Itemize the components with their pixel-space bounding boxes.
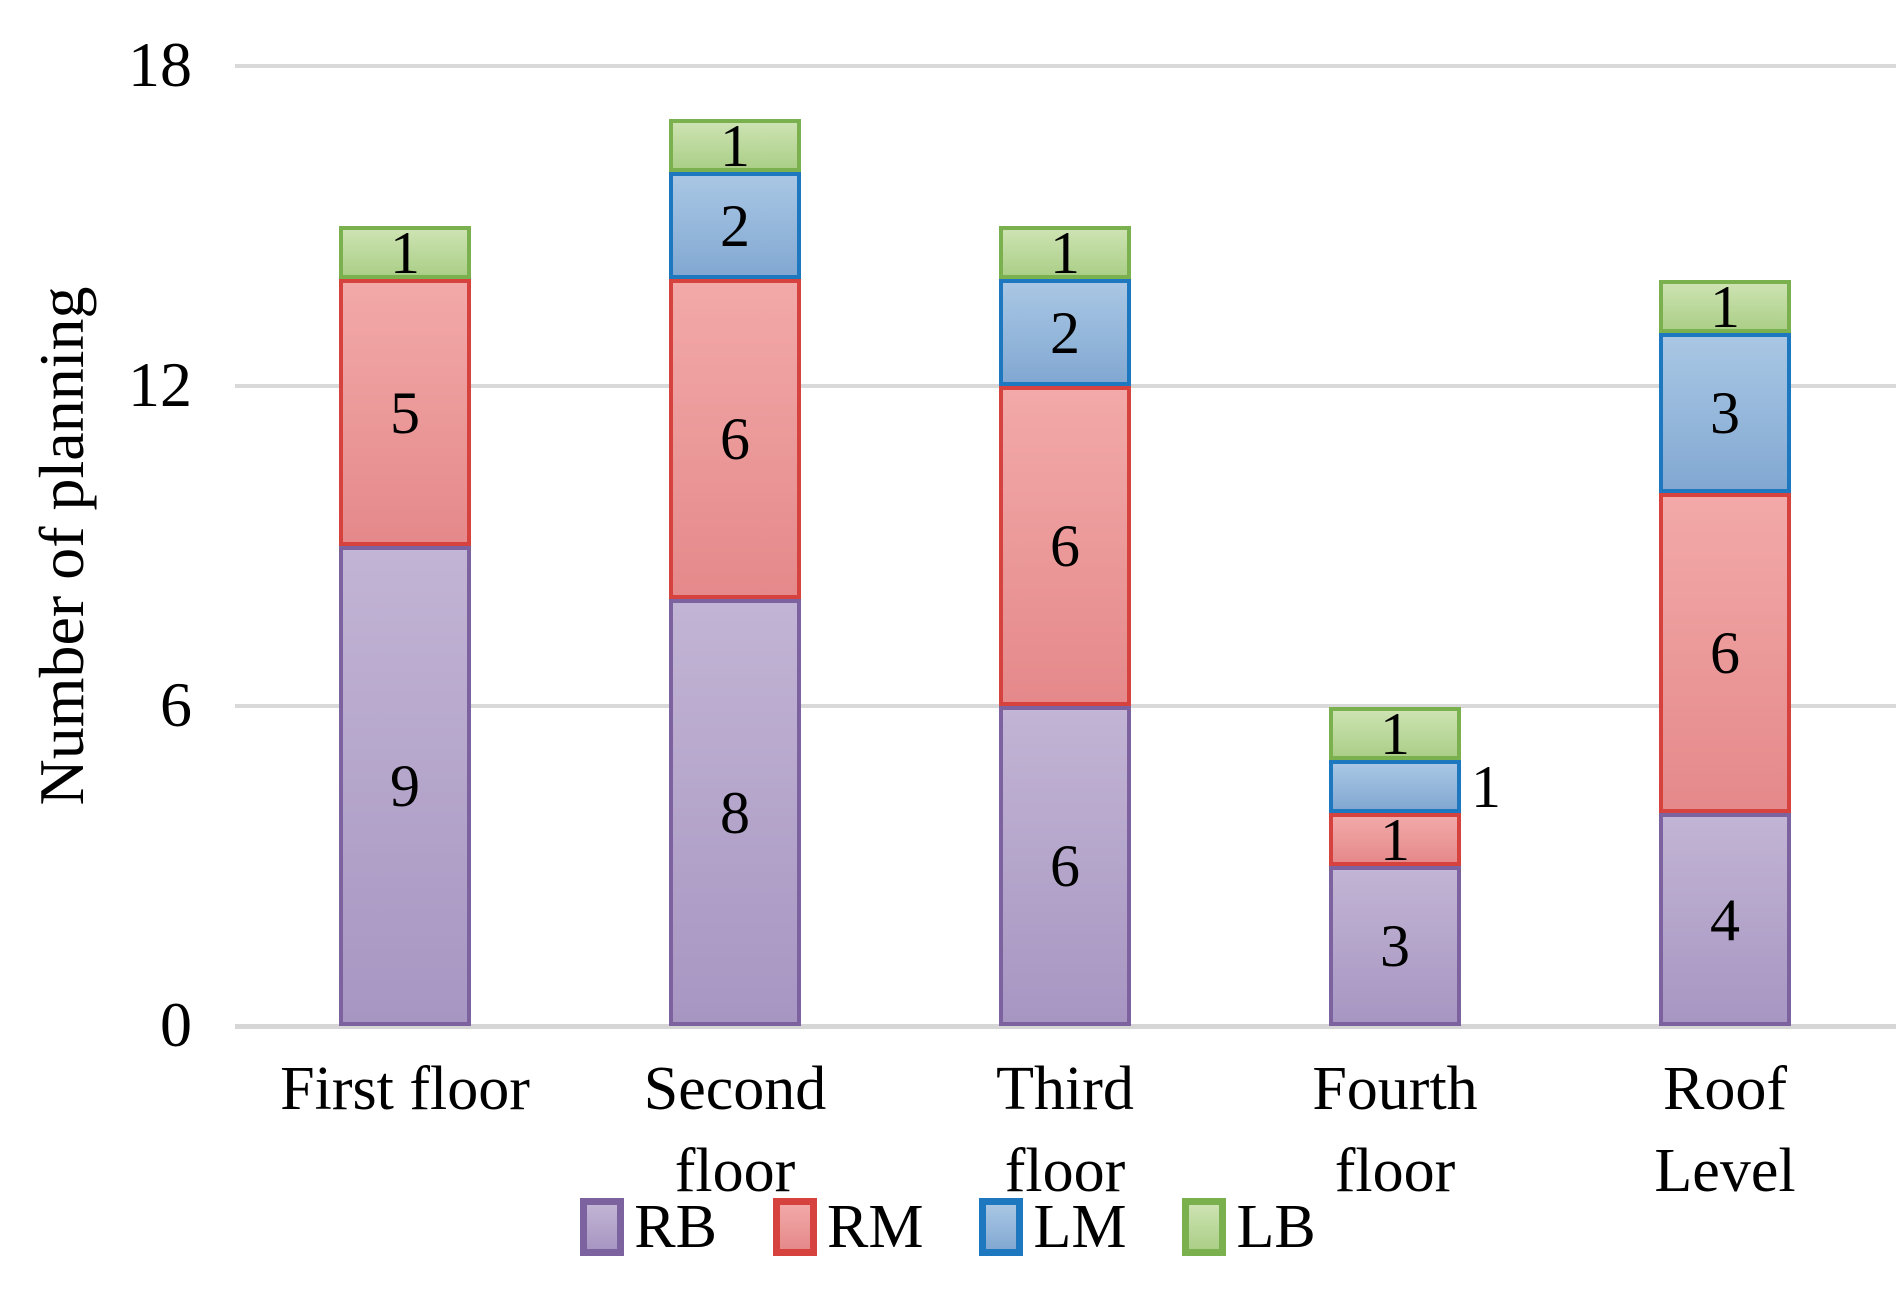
bar-segment-LM: 3	[1659, 333, 1791, 493]
x-category-label-line: Third	[996, 1055, 1134, 1123]
data-label-LB: 1	[1380, 700, 1410, 767]
data-label-LM: 1	[1471, 753, 1501, 820]
data-label-RM: 6	[1050, 513, 1080, 579]
y-tick-label: 0	[160, 989, 192, 1060]
data-label-LB: 1	[390, 219, 420, 286]
x-category-label: Roof Level	[1560, 1048, 1890, 1212]
bar-segment-LM: 2	[669, 172, 801, 279]
bar-segment-RB: 6	[999, 706, 1131, 1026]
legend-swatch-LB	[1182, 1198, 1227, 1256]
y-tick-label: 6	[160, 669, 192, 740]
data-label-RM: 1	[1380, 806, 1410, 873]
bar-segment-RB: 9	[339, 546, 471, 1026]
data-label-LB: 1	[720, 112, 750, 179]
legend-swatch-RM	[773, 1198, 817, 1256]
x-category-label-line: Roof	[1663, 1055, 1787, 1123]
x-category-label-line: Fourth	[1312, 1055, 1478, 1123]
bar-segment-LB: 1	[339, 223, 471, 283]
bar-segment-RB: 3	[1329, 866, 1461, 1026]
data-label-RB: 8	[720, 779, 750, 846]
data-label-LM: 2	[1050, 299, 1080, 366]
legend-swatch-LM	[979, 1198, 1024, 1256]
legend-item-RM: RM	[773, 1196, 923, 1258]
x-category-label-line: floor	[1334, 1137, 1456, 1205]
bar-segment-LB: 1	[669, 116, 801, 176]
data-label-RB: 4	[1710, 886, 1740, 953]
bar-segment-RM: 5	[339, 279, 471, 546]
x-axis-line	[235, 1024, 1896, 1029]
data-label-LM: 2	[720, 192, 750, 259]
bar-segment-RM: 1	[1329, 810, 1461, 870]
data-label-LB: 1	[1710, 273, 1740, 340]
x-category-label: First floor	[240, 1048, 570, 1130]
data-label-RM: 6	[1710, 620, 1740, 686]
x-category-label-line: Level	[1654, 1137, 1796, 1205]
legend-item-LB: LB	[1182, 1193, 1316, 1261]
data-label-RB: 9	[390, 753, 420, 819]
bar-segment-RM: 6	[999, 386, 1131, 706]
bar-segment-LB: 1	[1329, 704, 1461, 764]
data-label-RB: 6	[1050, 833, 1080, 899]
x-category-label-line: Second	[643, 1055, 827, 1123]
data-label-RB: 3	[1380, 913, 1410, 979]
legend-label: RB	[634, 1193, 717, 1261]
bar-segment-RB: 4	[1659, 813, 1791, 1026]
bar-segment-RM: 6	[669, 279, 801, 599]
data-label-LB: 1	[1050, 219, 1080, 286]
legend-label: LM	[1033, 1193, 1127, 1261]
y-tick-label: 18	[128, 29, 192, 100]
x-category-label-line: First floor	[280, 1055, 530, 1123]
bar-segment-LB: 1	[1659, 277, 1791, 337]
bar-segment-LB: 1	[999, 223, 1131, 283]
x-category-label: Second floor	[570, 1048, 900, 1212]
bar-segment-RM: 6	[1659, 493, 1791, 813]
data-label-RM: 6	[720, 406, 750, 472]
bar-segment-LM: 1	[1329, 757, 1501, 817]
data-label-LM: 3	[1710, 380, 1740, 446]
legend-item-RB: RB	[580, 1196, 717, 1258]
legend-item-LM: LM	[979, 1196, 1126, 1258]
x-category-label: Fourth floor	[1230, 1048, 1560, 1212]
y-tick-label: 12	[128, 349, 192, 420]
legend: RB RM LM LB	[0, 1196, 1896, 1258]
gridline	[235, 64, 1896, 68]
x-category-label-line: floor	[674, 1137, 796, 1205]
data-label-RM: 5	[390, 379, 420, 446]
x-category-label-line: floor	[1004, 1137, 1126, 1205]
bar-segment-LM: 2	[999, 279, 1131, 386]
x-category-label: Third floor	[900, 1048, 1230, 1212]
legend-label: LB	[1236, 1193, 1316, 1261]
legend-label: RM	[827, 1193, 924, 1261]
legend-swatch-RB	[580, 1198, 625, 1256]
bar-segment-RB: 8	[669, 599, 801, 1026]
